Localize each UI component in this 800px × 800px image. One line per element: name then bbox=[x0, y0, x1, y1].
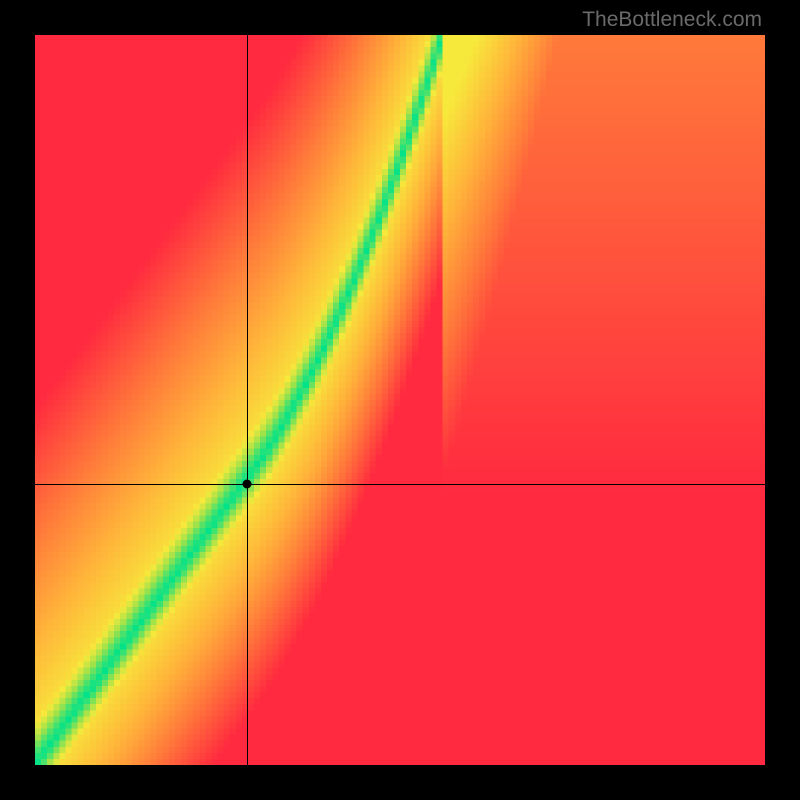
marker-dot bbox=[242, 479, 251, 488]
chart-frame: TheBottleneck.com bbox=[0, 0, 800, 800]
crosshair-vertical bbox=[247, 35, 248, 765]
plot-area bbox=[35, 35, 765, 765]
watermark-text: TheBottleneck.com bbox=[582, 8, 762, 32]
heatmap-canvas bbox=[35, 35, 765, 765]
crosshair-horizontal bbox=[35, 484, 765, 485]
